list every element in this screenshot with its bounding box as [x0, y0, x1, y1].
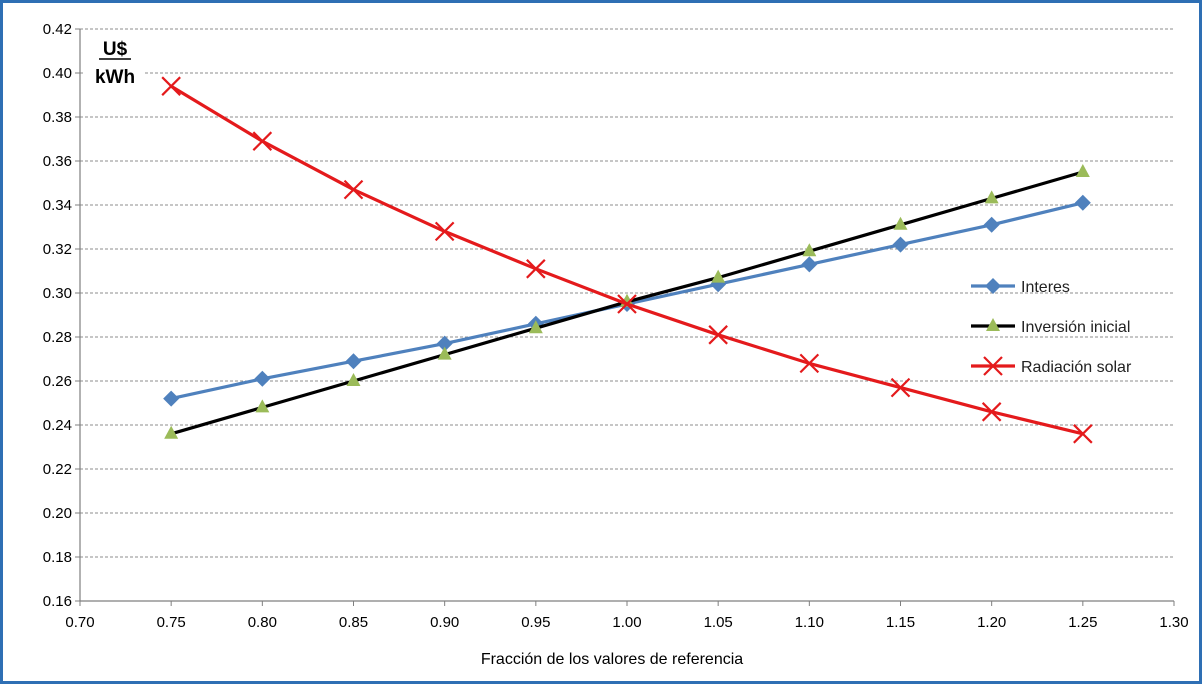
y-tick-label: 0.40 [43, 65, 72, 82]
x-tick-label: 0.70 [65, 614, 94, 631]
axes [79, 29, 1175, 606]
y-tick-label: 0.16 [43, 593, 72, 610]
point-x [708, 325, 728, 345]
x-tick-label: 0.95 [521, 614, 550, 631]
point-diamond [892, 236, 909, 253]
x-tick-label: 0.75 [157, 614, 186, 631]
point-diamond [163, 390, 180, 407]
point-diamond [985, 278, 1001, 294]
point-triangle [346, 373, 361, 386]
x-tick-label: 1.20 [977, 614, 1006, 631]
series-2 [161, 76, 1093, 444]
point-triangle [528, 320, 543, 334]
point-x [343, 179, 364, 200]
y-tick-label: 0.38 [43, 109, 72, 126]
legend-item: Radiación solar [971, 356, 1132, 376]
x-tick-label: 1.10 [795, 614, 824, 631]
legend-label: Inversión inicial [1021, 319, 1130, 336]
y-tick-label: 0.30 [43, 285, 72, 302]
series-1 [164, 164, 1090, 439]
point-triangle [984, 190, 999, 204]
y-tick-label: 0.26 [43, 373, 72, 390]
point-triangle [255, 399, 270, 413]
unit-denominator: kWh [95, 67, 135, 88]
point-triangle [893, 216, 908, 230]
point-triangle [437, 346, 452, 360]
series-line [170, 84, 1084, 436]
point-triangle [164, 425, 179, 439]
point-x [617, 294, 637, 314]
legend: Interes Inversión inicial Radiación solar [971, 278, 1132, 376]
legend-label: Interes [1021, 279, 1070, 296]
legend-item: Inversión inicial [971, 318, 1130, 336]
x-tick-label: 1.15 [886, 614, 915, 631]
point-diamond [345, 353, 362, 370]
y-tick-labels: 0.16 0.18 0.20 0.22 0.24 0.26 0.28 0.30 0.32 0.34… [43, 21, 72, 610]
point-diamond [436, 335, 453, 352]
point-x [434, 221, 455, 242]
y-tick-label: 0.32 [43, 241, 72, 258]
y-tick-label: 0.22 [43, 461, 72, 478]
unit-label: U$ kWh [85, 35, 145, 91]
point-diamond [254, 370, 271, 387]
y-tick-label: 0.18 [43, 549, 72, 566]
unit-numerator: U$ [103, 39, 128, 60]
x-tick-label: 1.25 [1068, 614, 1097, 631]
x-tick-label: 1.00 [612, 614, 641, 631]
point-x [799, 353, 820, 374]
y-tick-label: 0.20 [43, 505, 72, 522]
point-triangle [986, 318, 1000, 331]
point-triangle [711, 269, 726, 283]
legend-item: Interes [971, 278, 1070, 296]
x-tick-label: 0.85 [339, 614, 368, 631]
point-x [890, 377, 911, 398]
x-axis-title: Fracción de los valores de referencia [481, 651, 743, 668]
point-x [983, 356, 1003, 376]
point-x [1073, 424, 1093, 444]
point-diamond [1074, 194, 1091, 211]
point-triangle [802, 243, 817, 257]
point-x [252, 131, 273, 151]
line-chart: 0.16 0.18 0.20 0.22 0.24 0.26 0.28 0.30 0.32 0.34… [43, 21, 1189, 668]
x-tick-labels: 0.70 0.75 0.80 0.85 0.90 0.95 1.00 1.05 1.10 1.15… [65, 614, 1188, 631]
y-tick-label: 0.24 [43, 417, 72, 434]
point-diamond [983, 216, 1000, 233]
x-tick-label: 0.90 [430, 614, 459, 631]
y-tick-label: 0.28 [43, 329, 72, 346]
legend-label: Radiación solar [1021, 359, 1132, 376]
x-tick-label: 0.80 [248, 614, 277, 631]
x-tick-label: 1.30 [1159, 614, 1188, 631]
y-tick-label: 0.42 [43, 21, 72, 38]
point-x [161, 76, 181, 96]
point-triangle [1075, 164, 1090, 177]
point-x [981, 402, 1002, 422]
y-tick-label: 0.34 [43, 197, 72, 214]
unit-label-background [85, 35, 145, 91]
y-tick-label: 0.36 [43, 153, 72, 170]
plot-series [161, 76, 1093, 444]
point-x [526, 259, 546, 279]
x-tick-label: 1.05 [704, 614, 733, 631]
grid [75, 28, 1174, 602]
point-diamond [801, 256, 818, 273]
